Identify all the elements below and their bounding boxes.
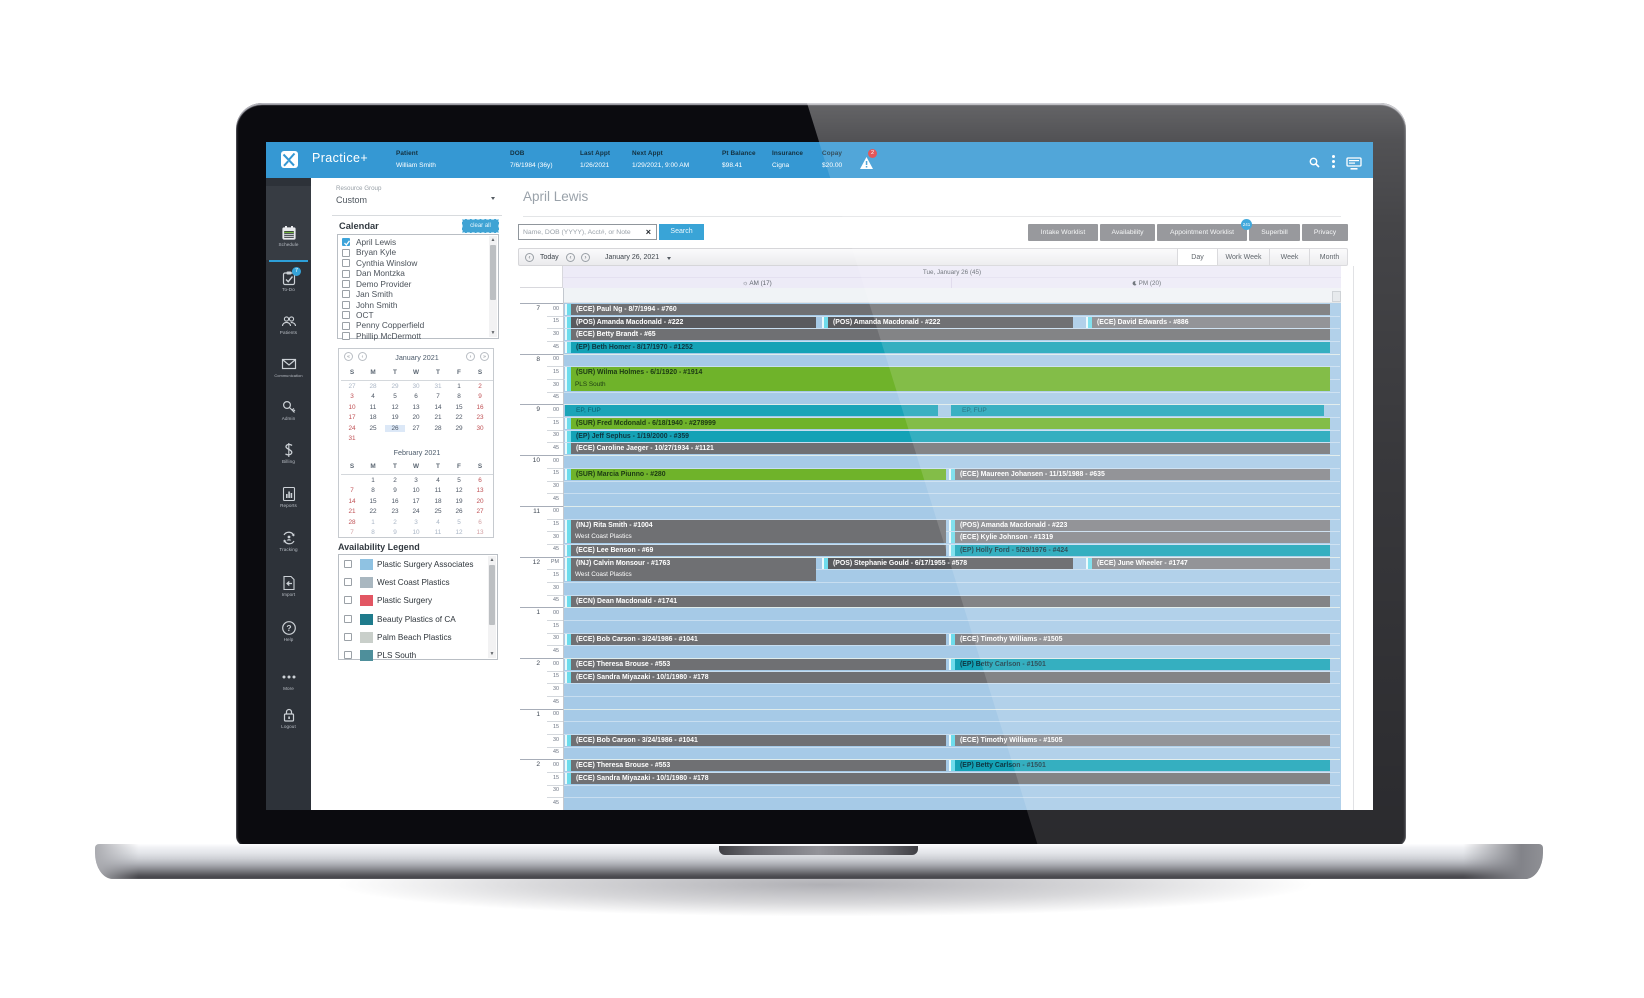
svg-text:?: ? — [286, 623, 291, 633]
